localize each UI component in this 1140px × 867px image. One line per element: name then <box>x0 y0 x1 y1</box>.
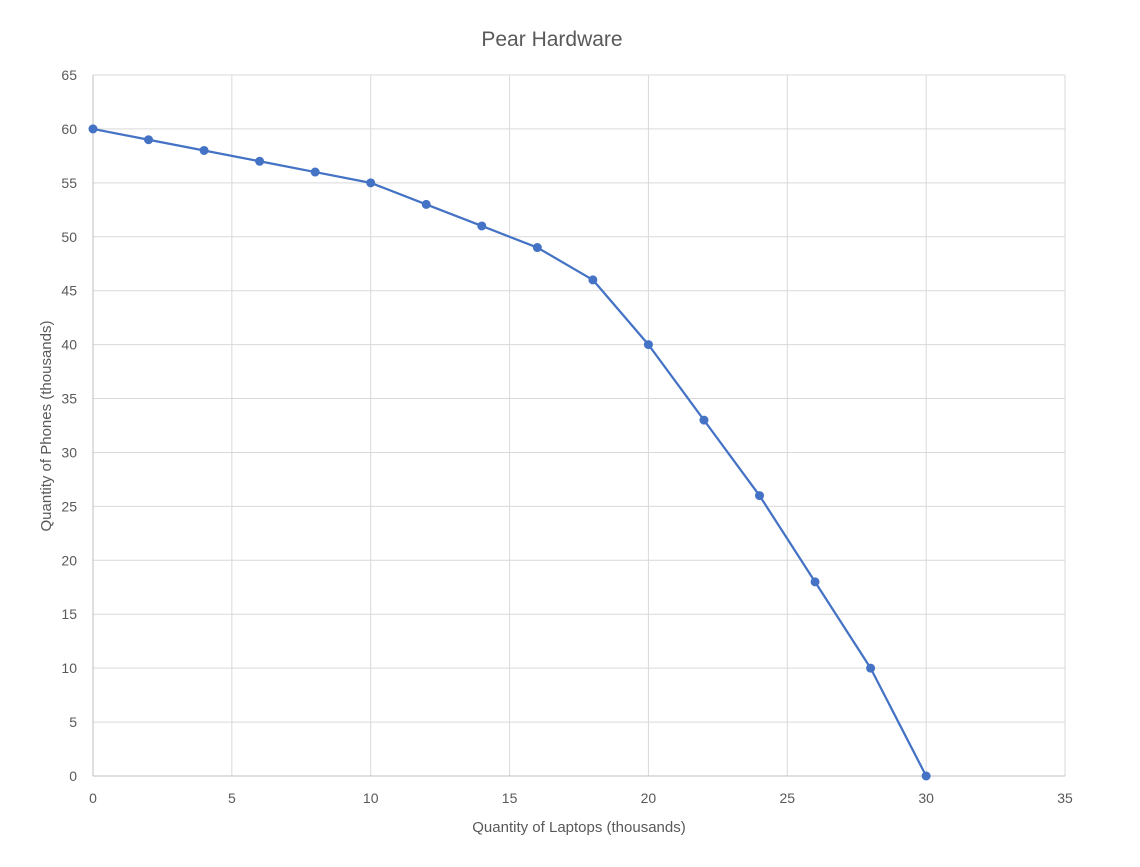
y-tick-label: 25 <box>61 498 77 514</box>
data-point <box>366 178 376 188</box>
x-tick-label: 0 <box>89 790 97 806</box>
y-tick-label: 65 <box>61 67 77 83</box>
axis-layer <box>92 75 1065 777</box>
y-tick-label: 5 <box>69 714 77 730</box>
x-tick-label: 5 <box>228 790 236 806</box>
data-point <box>199 145 209 155</box>
y-tick-label: 60 <box>61 121 77 137</box>
data-point <box>921 771 931 781</box>
data-point <box>477 221 487 231</box>
x-tick-label: 15 <box>502 790 518 806</box>
data-point <box>310 167 320 177</box>
x-axis-title: Quantity of Laptops (thousands) <box>472 819 685 836</box>
data-point <box>755 491 765 501</box>
data-point <box>144 135 154 145</box>
y-tick-label: 35 <box>61 391 77 407</box>
y-tick-label: 0 <box>69 768 77 784</box>
data-point <box>866 663 876 673</box>
grid-layer <box>93 74 1066 776</box>
series-layer <box>88 124 931 781</box>
y-tick-label: 20 <box>61 552 77 568</box>
chart-title: Pear Hardware <box>481 28 622 51</box>
x-tick-label: 30 <box>918 790 934 806</box>
tick-labels: 0 5 10 15 20 25 30 35 40 45 50 55 60 65 0 5 10 15 20 25 30 35 <box>61 67 1073 806</box>
data-point <box>699 415 709 425</box>
y-tick-label: 40 <box>61 337 77 353</box>
y-tick-label: 45 <box>61 283 77 299</box>
data-point <box>810 577 820 587</box>
series-line <box>92 127 928 777</box>
y-tick-label: 10 <box>61 660 77 676</box>
x-tick-label: 20 <box>641 790 657 806</box>
data-point <box>255 156 265 166</box>
x-tick-label: 10 <box>363 790 379 806</box>
y-tick-label: 30 <box>61 444 77 460</box>
data-point <box>588 275 598 285</box>
y-tick-label: 55 <box>61 175 77 191</box>
x-tick-label: 25 <box>779 790 795 806</box>
y-tick-label: 50 <box>61 229 77 245</box>
data-point <box>88 124 98 134</box>
x-tick-label: 35 <box>1057 790 1073 806</box>
y-axis-title: Quantity of Phones (thousands) <box>38 321 55 532</box>
data-point <box>421 199 431 209</box>
data-point <box>532 243 542 253</box>
data-point <box>643 340 653 350</box>
y-tick-label: 15 <box>61 606 77 622</box>
